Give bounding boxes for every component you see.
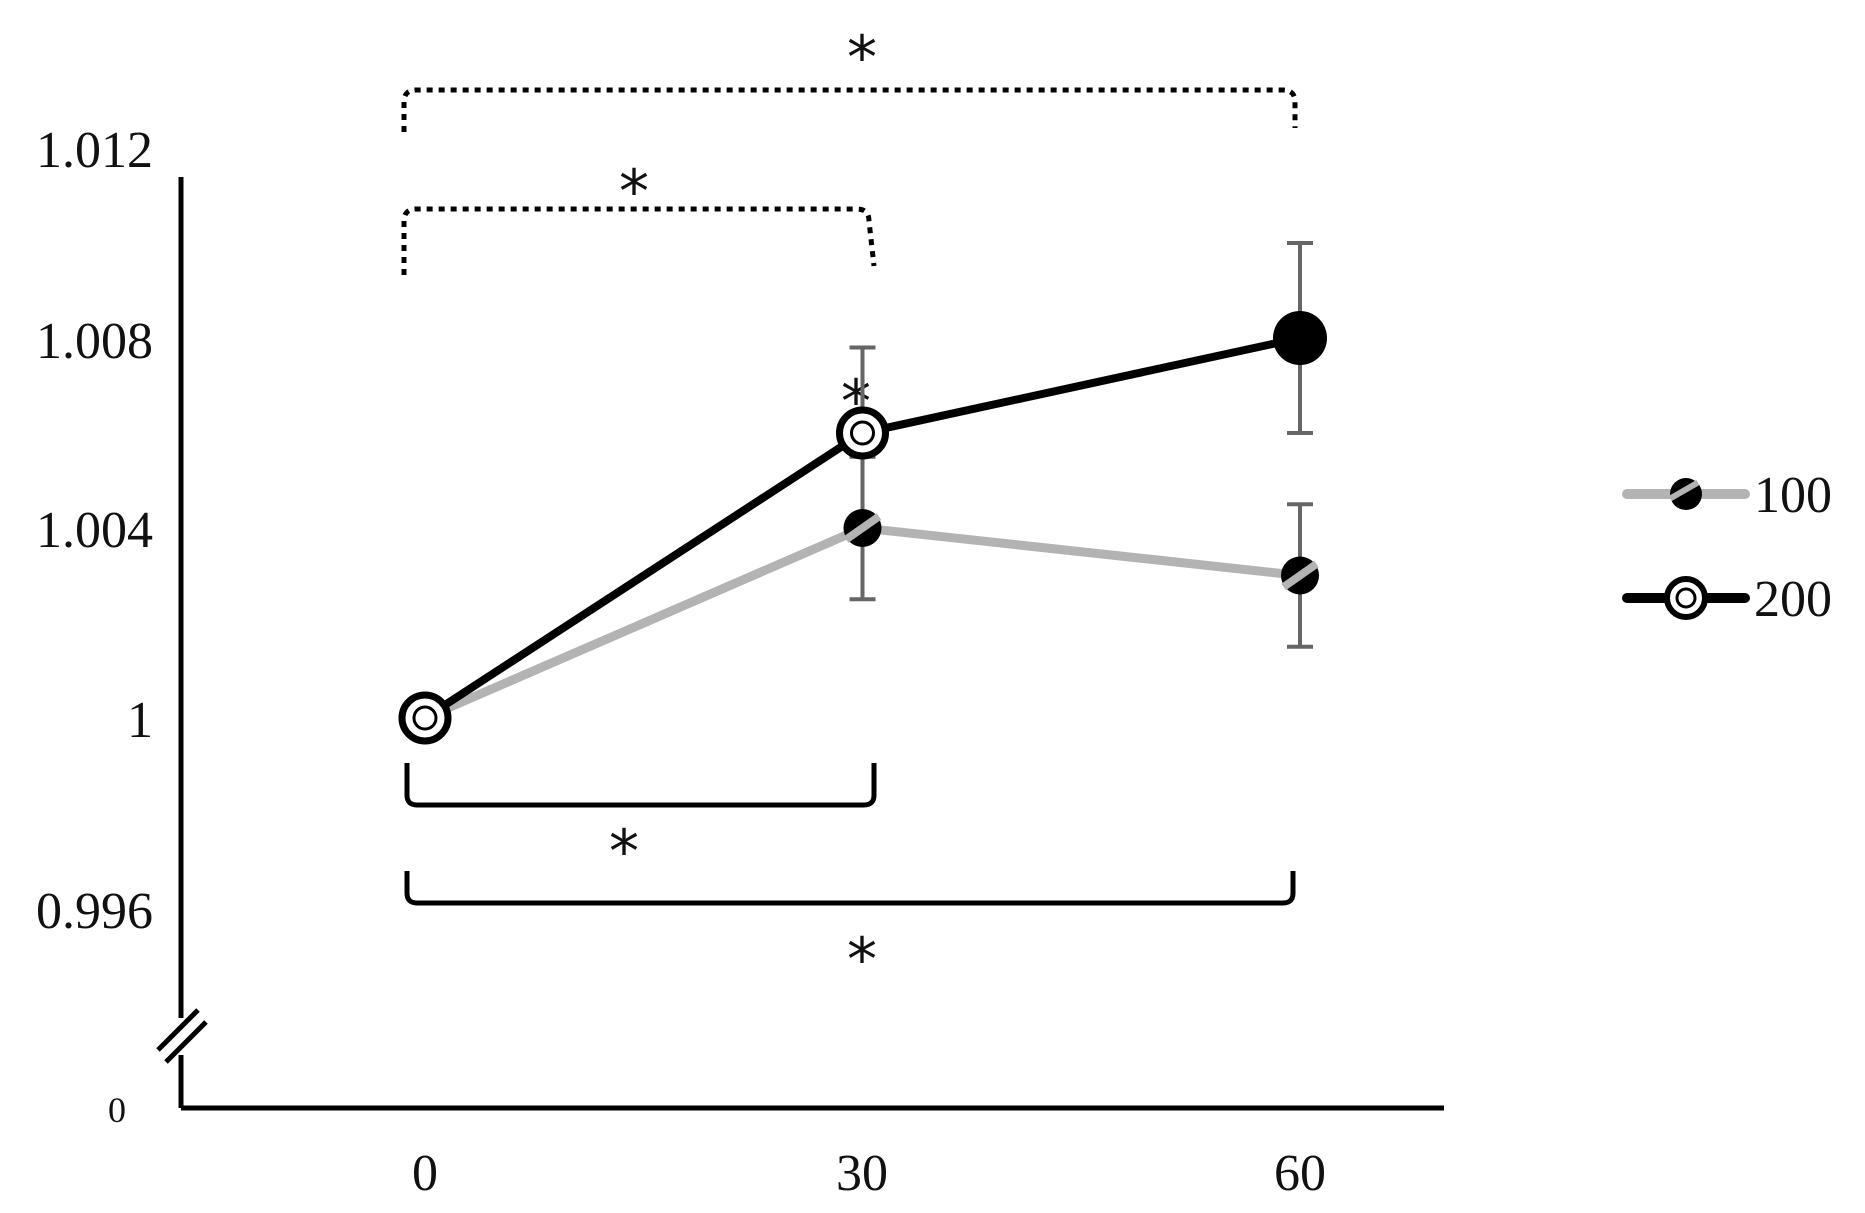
significance-star: * bbox=[619, 157, 649, 227]
legend-item-100: 100 bbox=[1622, 467, 1832, 524]
significance-brackets: * * * * * bbox=[401, 23, 1298, 995]
x-tick-label: 60 bbox=[1274, 1145, 1326, 1202]
y-tick-label: 1.004 bbox=[36, 502, 153, 559]
legend: 100 200 bbox=[1622, 467, 1832, 628]
bracket-dotted-0-60 bbox=[401, 87, 1298, 132]
legend-label-200: 200 bbox=[1754, 571, 1832, 628]
bracket-dotted-0-30 bbox=[401, 206, 877, 275]
bracket-solid-0-60 bbox=[404, 871, 1296, 906]
legend-label-100: 100 bbox=[1754, 467, 1832, 524]
x-tick-label: 0 bbox=[412, 1145, 438, 1202]
data-point-200 bbox=[1273, 311, 1327, 365]
significance-star: * bbox=[847, 23, 877, 93]
axes bbox=[156, 177, 1444, 1111]
bracket-solid-0-30 bbox=[404, 763, 877, 808]
data-point-100-notch bbox=[843, 513, 882, 543]
axis-break-icon bbox=[156, 1008, 208, 1064]
significance-star: * bbox=[847, 925, 877, 995]
y-tick-labels: 1.012 1.008 1.004 1 0.996 0 bbox=[36, 122, 153, 1130]
y-tick-label: 1.012 bbox=[36, 122, 153, 179]
data-point-200-inner bbox=[412, 705, 438, 731]
legend-item-200: 200 bbox=[1622, 571, 1832, 628]
y-tick-label: 0.996 bbox=[36, 883, 153, 940]
x-tick-labels: 0 30 60 bbox=[412, 1145, 1326, 1202]
y-tick-label: 0 bbox=[108, 1090, 126, 1130]
plot-area bbox=[398, 241, 1327, 745]
significance-star: * bbox=[609, 817, 639, 887]
data-point-200-inner bbox=[850, 420, 875, 446]
y-tick-label: 1 bbox=[127, 692, 153, 749]
y-tick-label: 1.008 bbox=[36, 313, 153, 370]
data-point-100-notch bbox=[1281, 560, 1319, 591]
x-tick-label: 30 bbox=[836, 1145, 888, 1202]
